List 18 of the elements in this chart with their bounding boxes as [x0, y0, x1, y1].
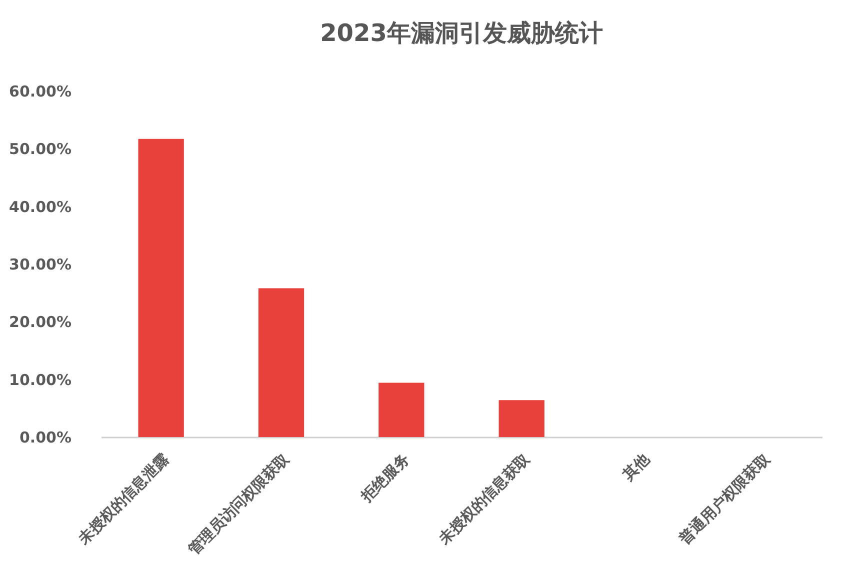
y-tick-label: 20.00%: [9, 313, 72, 332]
y-tick-label: 30.00%: [9, 256, 72, 274]
y-tick-label: 50.00%: [9, 140, 72, 158]
y-tick-label: 40.00%: [9, 198, 72, 216]
x-tick-label: 管理员访问权限获取: [184, 449, 294, 559]
x-tick-label: 其他: [618, 449, 654, 485]
bar: [258, 288, 304, 437]
x-tick-label: 未授权的信息获取: [434, 449, 534, 548]
x-tick-label: 普通用户权限获取: [674, 449, 774, 548]
x-tick-label: 未授权的信息泄露: [74, 450, 172, 548]
bar: [138, 138, 184, 437]
y-tick-label: 0.00%: [19, 428, 72, 446]
x-tick-label: 拒绝服务: [356, 450, 413, 506]
bar: [378, 382, 424, 437]
y-tick-label: 10.00%: [9, 370, 72, 389]
y-tick-label: 60.00%: [9, 82, 72, 100]
chart-title: 2023年漏洞引发威胁统计: [320, 19, 603, 47]
bar: [498, 400, 544, 437]
